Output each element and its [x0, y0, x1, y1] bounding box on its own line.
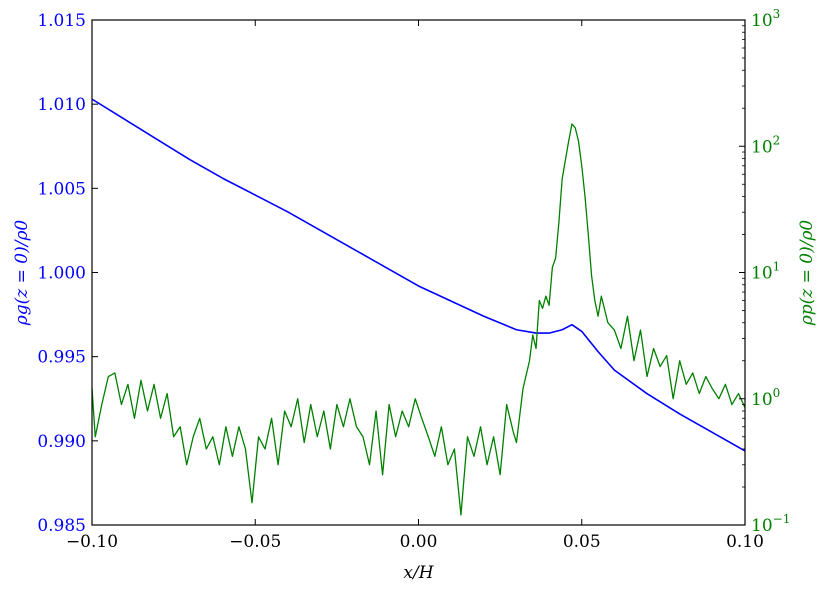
plot-frame [91, 19, 746, 526]
y-right-tick-exponent: 0 [773, 386, 781, 400]
tick-labels-layer: −0.10 −0.05 0.00 0.05 0.10 0.985 0.990 0.995 1.0… [37, 7, 790, 552]
x-tick-label: −0.05 [229, 532, 281, 552]
ticks-layer [91, 19, 746, 526]
y-right-tick-exponent: 3 [773, 7, 781, 21]
particle-density-line [91, 123, 746, 516]
y-right-tick-exponent: −1 [773, 512, 791, 526]
y-axis-right-label: ρp(z = 0)/ρ0 [797, 220, 817, 327]
x-tick-label: 0.05 [563, 532, 601, 552]
gas-density-line [91, 98, 746, 452]
x-axis-label: x/H [403, 563, 434, 583]
y-right-tick-label: 102 [751, 133, 780, 157]
x-tick-label: 0.10 [726, 532, 764, 552]
x-tick-label: 0.00 [400, 532, 438, 552]
y-right-tick-label: 103 [751, 7, 780, 31]
y-left-tick-label: 1.000 [37, 264, 86, 284]
y-left-tick-label: 1.015 [37, 11, 86, 31]
y-right-tick-label: 101 [751, 260, 780, 284]
y-right-tick-label: 100 [751, 386, 780, 410]
y-left-tick-label: 1.005 [37, 179, 86, 199]
y-right-tick-exponent: 1 [773, 260, 781, 274]
y-left-tick-label: 0.985 [37, 516, 86, 536]
y-right-tick-exponent: 2 [773, 133, 781, 147]
y-right-tick-label: 10−1 [751, 512, 790, 536]
series-layer [91, 98, 746, 516]
y-left-tick-label: 0.995 [37, 348, 86, 368]
y-left-tick-label: 0.990 [37, 432, 86, 452]
x-tick-label: −0.10 [66, 532, 118, 552]
y-left-tick-label: 1.010 [37, 95, 86, 115]
y-axis-left-label: ρg(z = 0)/ρ0 [12, 220, 32, 327]
